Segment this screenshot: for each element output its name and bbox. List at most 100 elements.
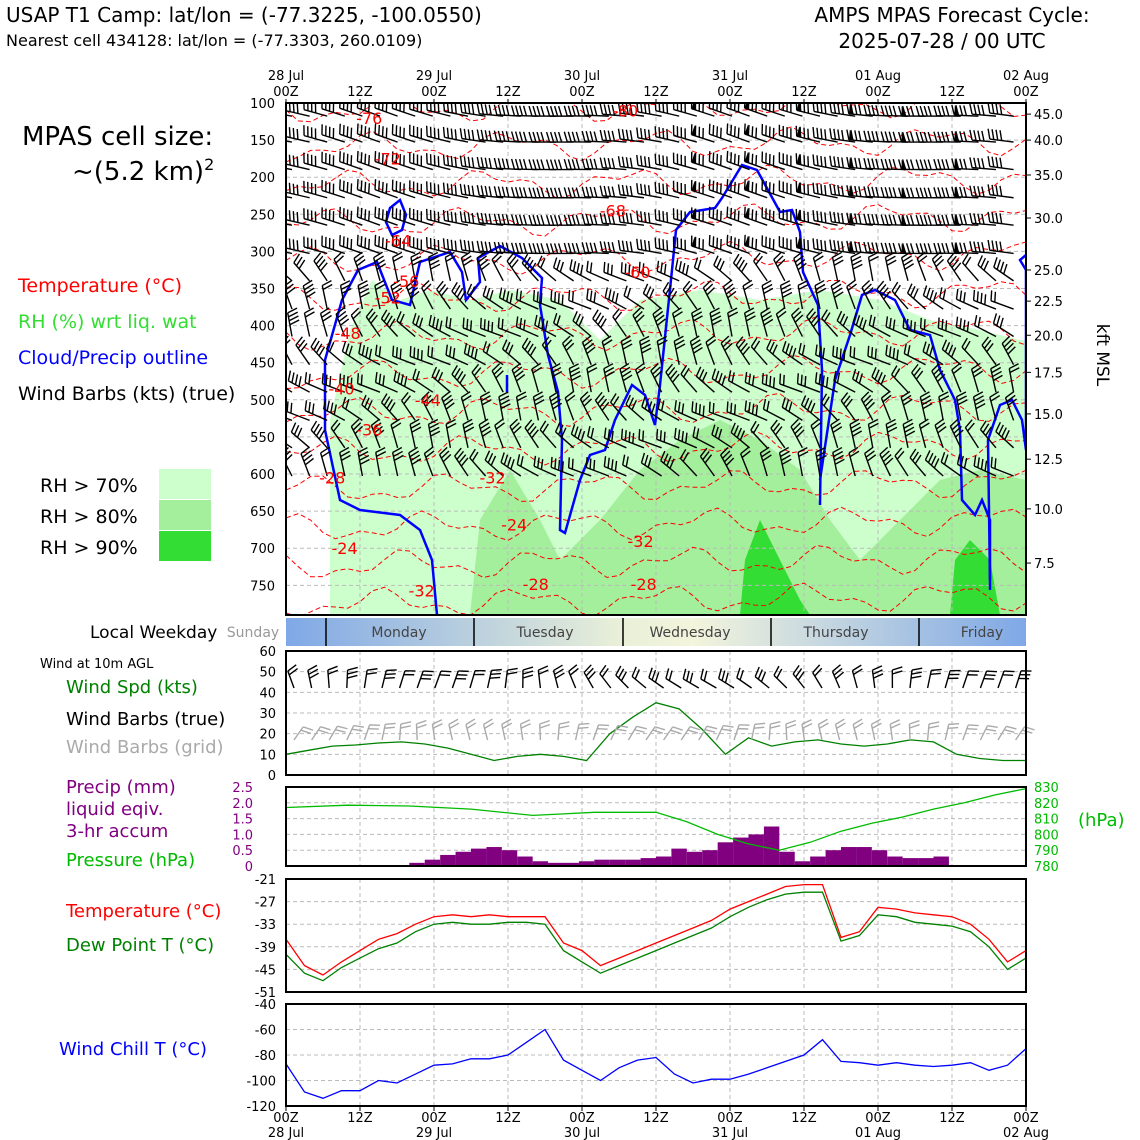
upper-wind-barb-flag [737, 210, 740, 222]
height-tick-label: 17.5 [1034, 366, 1063, 381]
upper-wind-barb-flag [571, 214, 576, 226]
upper-wind-barb-flag [736, 427, 743, 438]
upper-wind-barb-flag [385, 155, 388, 166]
upper-wind-barb-flag [529, 346, 537, 357]
upper-wind-barb-flag [532, 131, 537, 143]
surface-wind-barb-true [831, 671, 841, 689]
upper-wind-barb-flag [484, 104, 488, 115]
upper-wind-barb-flag [549, 105, 555, 117]
upper-wind-barb [286, 387, 293, 393]
upper-wind-barb-flag [999, 157, 1003, 169]
upper-wind-barb-flag [642, 430, 645, 442]
upper-wind-barb-flag [478, 418, 489, 426]
upper-wind-barb [286, 140, 293, 143]
upper-wind-barb-flag [567, 159, 572, 170]
upper-wind-barb-flag [360, 236, 363, 247]
upper-wind-barb-flag [617, 128, 621, 140]
bottom-axis-time: 00Z [421, 1111, 447, 1126]
surface-wind-barb-grid [557, 723, 561, 741]
upper-wind-barb-flag [514, 187, 520, 198]
p-wind-tick-label: 50 [259, 666, 276, 681]
bottom-axis-time: 00Z [273, 1111, 299, 1126]
upper-wind-barb-flag [871, 104, 876, 116]
cycle-time: 2025-07-28 / 00 UTC [838, 29, 1045, 53]
upper-wind-barb-flag [557, 243, 563, 254]
surface-wind-barb-true-flag [617, 668, 625, 679]
upper-wind-barb-flag [321, 311, 331, 318]
upper-wind-barb-flag [364, 181, 367, 193]
upper-wind-barb [894, 455, 909, 477]
upper-wind-barb-flag [691, 339, 701, 347]
upper-wind-barb-flag [519, 318, 523, 329]
upper-wind-barb-flag [429, 426, 440, 433]
upper-wind-barb-pennant [691, 103, 697, 111]
surface-wind-barb-true [486, 670, 493, 689]
upper-wind-barb-flag [864, 446, 874, 454]
upper-wind-barb-flag [959, 158, 964, 170]
upper-wind-barb-flag [510, 186, 516, 198]
upper-wind-barb [286, 136, 310, 143]
upper-wind-barb-flag [328, 341, 335, 353]
surface-wind-barb-true-flag [522, 674, 534, 679]
pressure-unit: (hPa) [1078, 810, 1125, 831]
upper-wind-barb-flag [563, 242, 568, 254]
upper-wind-barb-flag [522, 187, 528, 198]
upper-wind-barb-flag [421, 279, 430, 289]
upper-wind-barb-flag [514, 131, 520, 142]
surface-wind-barb-grid-flag [890, 723, 901, 729]
upper-wind-barb-flag [375, 429, 385, 438]
upper-wind-barb-flag [640, 211, 643, 222]
surface-wind-barb-true [736, 677, 752, 689]
surface-wind-barb-grid-flag [948, 722, 960, 726]
upper-wind-barb-flag [480, 185, 484, 196]
surface-wind-barb-grid-flag [987, 724, 998, 729]
upper-wind-barb-flag [392, 251, 403, 258]
surface-wind-barb-true-flag [668, 670, 673, 681]
upper-wind-barb-flag [293, 253, 301, 264]
upper-wind-barb-flag [367, 400, 373, 411]
upper-wind-barb-flag [458, 454, 467, 464]
upper-wind-barb-flag [801, 344, 806, 356]
surface-wind-barb-grid-flag [320, 726, 331, 731]
upper-wind-barb-flag [823, 396, 830, 407]
upper-wind-barb-flag [480, 391, 490, 398]
surface-wind-barb-grid-flag [598, 724, 609, 727]
upper-wind-barb-flag [358, 450, 369, 457]
upper-wind-barb-flag [290, 402, 293, 414]
upper-wind-barb-flag [878, 283, 887, 293]
upper-wind-barb-flag [330, 419, 339, 429]
upper-wind-barb-flag [657, 339, 668, 346]
p-chill-tick-label: -100 [246, 1075, 276, 1090]
upper-wind-barb-flag [459, 239, 463, 250]
upper-wind-barb-flag [852, 259, 862, 266]
upper-wind-barb-flag [549, 187, 555, 198]
upper-wind-barb-flag [820, 211, 823, 223]
upper-wind-barb-flag [660, 262, 663, 273]
surface-wind-barb-true-flag [686, 670, 690, 682]
upper-wind-barb-flag [991, 184, 995, 196]
surface-wind-barb-grid [346, 725, 355, 741]
upper-wind-barb-flag [589, 262, 593, 273]
upper-wind-barb-flag [374, 150, 377, 162]
upper-wind-barb-flag [825, 376, 829, 388]
upper-wind-barb-flag [570, 371, 581, 378]
bottom-axis-time: 12Z [495, 1111, 521, 1126]
upper-wind-barb-flag [824, 129, 827, 140]
upper-wind-barb-flag [493, 213, 498, 225]
upper-wind-barb-flag [662, 183, 665, 195]
upper-wind-barb-flag [549, 159, 555, 170]
upper-wind-barb-flag [636, 314, 645, 323]
upper-wind-barb-flag [772, 422, 781, 432]
upper-wind-barb-flag [726, 206, 729, 218]
surface-wind-barb-true-flag [308, 668, 319, 675]
surface-wind-barb-grid [962, 724, 969, 741]
upper-wind-barb-flag [574, 426, 579, 437]
p-wind-tick-label: 20 [259, 728, 276, 743]
surface-wind-barb-true-flag [852, 664, 862, 672]
upper-wind-barb-flag [393, 255, 403, 262]
upper-wind-barb-flag [279, 130, 280, 140]
surface-wind-barb-true-flag [911, 671, 922, 675]
upper-wind-barb-flag [607, 263, 610, 274]
upper-wind-barb-flag [333, 251, 343, 260]
upper-wind-barb-flag [355, 255, 365, 263]
